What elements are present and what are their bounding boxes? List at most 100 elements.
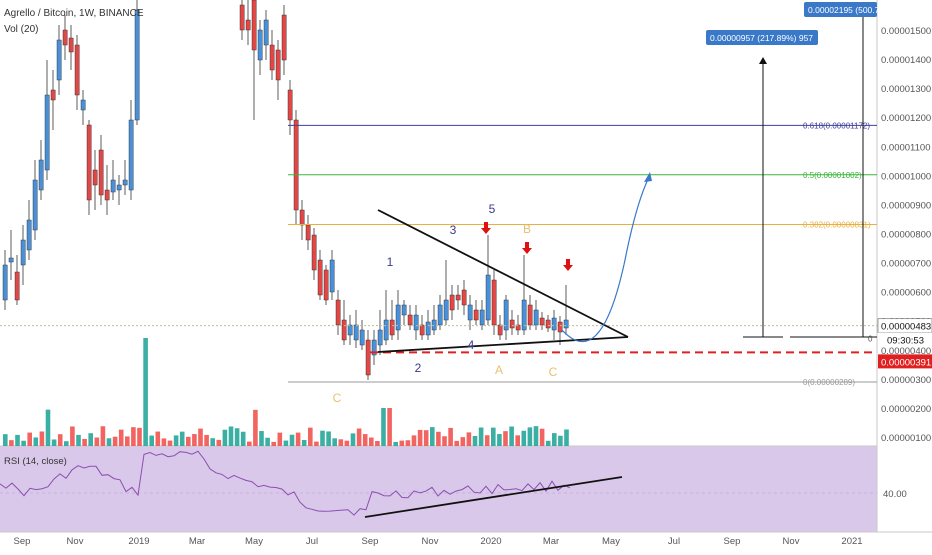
candle-body (467, 304, 473, 321)
price-tick-label: 0.00000400 (881, 346, 931, 357)
candle-body (509, 319, 515, 329)
wave-label: 1 (387, 255, 394, 269)
rsi-divergence-trendline (364, 476, 623, 518)
price-tick-label: 0.00000100 (881, 433, 931, 444)
volume-bar (51, 439, 57, 446)
volume-bar (558, 435, 563, 446)
time-tick-label: Jul (668, 536, 680, 547)
volume-bar (271, 441, 276, 446)
candle-body (431, 319, 437, 331)
candle-body (347, 324, 353, 336)
candle-body (455, 294, 461, 301)
volume-bar (247, 441, 252, 446)
rsi-label: RSI (14, close) (4, 456, 67, 467)
volume-bar (106, 438, 112, 446)
candle-body (44, 94, 50, 171)
price-tick-label: 0.00001100 (881, 142, 931, 153)
volume-bar (411, 435, 417, 446)
volume-bar (198, 428, 203, 446)
volume-bar (265, 437, 270, 446)
candle-body (353, 324, 359, 341)
time-tick-label: Nov (783, 536, 800, 547)
candle-body (80, 99, 86, 111)
candle-body (449, 294, 455, 311)
candle-body (269, 44, 275, 71)
volume-bar (15, 434, 20, 446)
rsi-tick-label: 40.00 (883, 489, 907, 500)
countdown-zero-marker: 0 (868, 335, 873, 344)
candle-body (317, 259, 323, 296)
volume-bar (222, 429, 228, 446)
volume-bar (204, 434, 209, 446)
volume-bar (70, 426, 75, 446)
time-tick-label: Sep (362, 536, 379, 547)
volume-bar (186, 436, 191, 446)
candle-body (383, 319, 389, 341)
candle-body (26, 219, 32, 251)
volume-bar (259, 431, 264, 446)
candle-body (545, 319, 551, 329)
candle-body (533, 309, 539, 326)
volume-bar (137, 427, 142, 446)
candle-body (329, 259, 335, 293)
current-price-tag: 0.00000483 (881, 322, 931, 333)
price-tick-label: 0.00001300 (881, 84, 931, 95)
candle-body (377, 329, 383, 346)
volume-bar (497, 434, 502, 446)
volume-bar (39, 431, 45, 446)
volume-bar (423, 430, 429, 446)
candle-body (74, 44, 80, 96)
volume-bar (338, 439, 344, 446)
volume-bar (161, 438, 167, 446)
time-axis-ticks: Sep Nov 2019 Mar May Jul Sep Nov 2020 Mar May Jul Se… (14, 536, 863, 547)
candle-body (305, 224, 311, 241)
volume-bar (149, 435, 154, 446)
price-tick-label: 0.00000300 (881, 375, 931, 386)
volume-bar (454, 440, 459, 446)
volume-bar (332, 438, 337, 446)
time-tick-label: May (245, 536, 263, 547)
candle-body (395, 304, 401, 331)
candle-body (359, 329, 365, 346)
volume-bar (192, 434, 197, 446)
candle-body (527, 304, 533, 326)
volume-bar (64, 441, 69, 446)
volume-bar (210, 438, 215, 446)
price-tick-label: 0.00000800 (881, 229, 931, 240)
candle-body (497, 324, 503, 336)
time-tick-label: Nov (67, 536, 84, 547)
candle-body (92, 169, 98, 186)
top-right-label-bg (804, 2, 877, 17)
fib-level-label: 0(0.00000289) (803, 378, 855, 387)
candle-body (389, 319, 395, 336)
time-tick-label: Mar (189, 536, 205, 547)
volume-bar (45, 409, 51, 446)
volume-bar (94, 437, 100, 446)
volume-bar (472, 435, 478, 446)
price-tick-label: 0.00001400 (881, 55, 931, 66)
candle-body (56, 39, 62, 81)
volume-bar (552, 433, 557, 446)
volume-bar (527, 427, 533, 446)
measure-label-box: 0.00000957 (217.89%) 957 (706, 30, 818, 45)
wave-label: A (495, 363, 503, 377)
volume-bar (131, 427, 136, 446)
price-tick-label: 0.00001000 (881, 171, 931, 182)
candle-body (128, 119, 134, 191)
volume-bar (234, 428, 240, 446)
candle-body (311, 234, 317, 271)
fib-level-label: 0.382(0.00000831) (803, 220, 871, 229)
candle-body (365, 339, 371, 376)
stop-price-tag-bg (878, 354, 932, 369)
volume-bar (228, 426, 234, 446)
candle-body (485, 274, 491, 321)
volume-bar (320, 430, 325, 446)
candle-body (461, 289, 467, 306)
price-tick-label: 0.00001500 (881, 26, 931, 37)
candle-body (20, 239, 26, 266)
volume-bar (399, 440, 405, 446)
candle-body (251, 0, 257, 51)
volume-bar (460, 437, 466, 446)
